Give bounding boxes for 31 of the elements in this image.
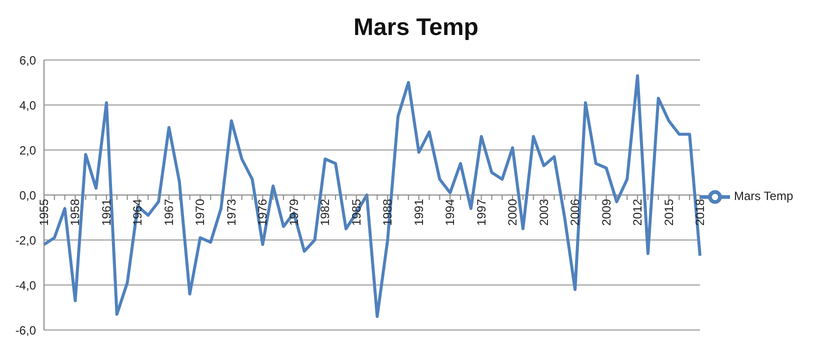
- x-tick-label: 1958: [68, 198, 82, 226]
- x-tick-label: 2003: [536, 198, 551, 226]
- x-tick-label: 1964: [130, 198, 145, 226]
- y-tick-label: 6,0: [19, 53, 36, 68]
- x-tick-label: 2000: [506, 198, 520, 226]
- x-tick-label: 1967: [162, 198, 176, 226]
- x-tick-label: 1955: [37, 198, 51, 226]
- y-tick-label: 2,0: [19, 143, 36, 158]
- x-tick-label: 1988: [380, 198, 395, 226]
- x-tick-label: 1991: [412, 198, 426, 226]
- x-tick-label: 2009: [599, 198, 614, 226]
- x-tick-label: 1979: [286, 198, 301, 226]
- x-tick-label: 1976: [256, 198, 270, 226]
- legend-label: Mars Temp: [734, 188, 794, 203]
- x-tick-label: 1982: [318, 198, 332, 226]
- x-tick-label: 1985: [349, 198, 364, 226]
- y-tick-label: 0,0: [19, 188, 36, 202]
- x-tick-label: 1970: [193, 198, 208, 226]
- x-tick-label: 2015: [662, 198, 676, 226]
- x-tick-label: 1997: [474, 198, 488, 226]
- y-tick-label: 4,0: [19, 98, 36, 112]
- chart-title: Mars Temp: [352, 13, 480, 43]
- x-tick-label: 1961: [99, 198, 114, 226]
- x-tick-label: 2006: [568, 198, 582, 226]
- y-tick-label: -4,0: [15, 278, 36, 292]
- y-tick-label: -6,0: [15, 323, 36, 338]
- x-tick-label: 1973: [224, 198, 238, 226]
- x-tick-label: 1994: [443, 198, 458, 226]
- y-tick-label: -2,0: [15, 233, 36, 248]
- x-tick-label: 2012: [630, 198, 645, 226]
- x-tick-label: 2018: [693, 198, 707, 226]
